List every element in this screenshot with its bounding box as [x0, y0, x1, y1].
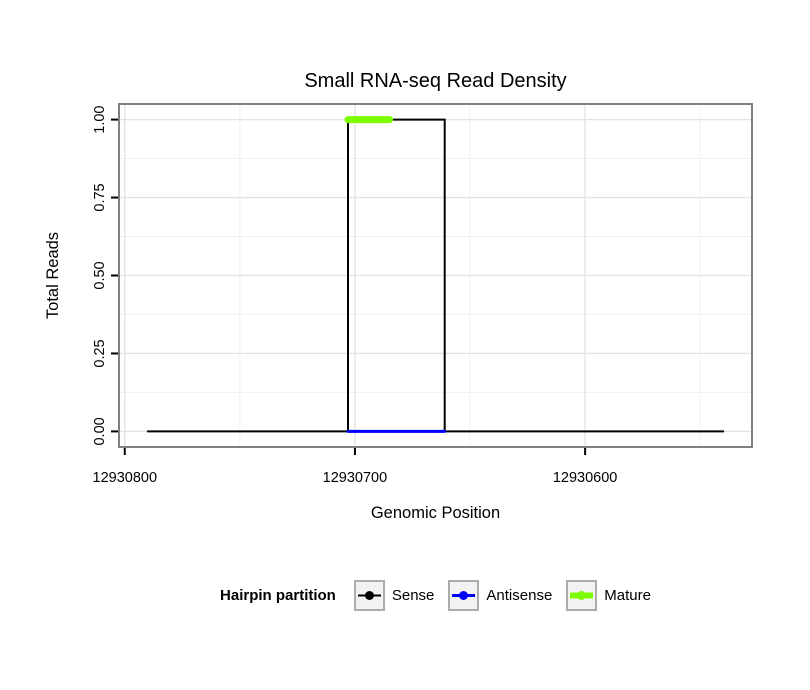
legend-title: Hairpin partition	[220, 587, 336, 604]
x-axis-title: Genomic Position	[371, 504, 500, 522]
legend-key-antisense-icon	[448, 580, 480, 611]
legend-key-sense-icon	[353, 580, 385, 611]
y-tick-label: 0.00	[92, 417, 108, 445]
y-axis-title: Total Reads	[44, 232, 62, 319]
x-tick-label: 12930800	[93, 470, 158, 486]
chart-title: Small RNA-seq Read Density	[304, 70, 567, 92]
legend-item-sense: Sense	[353, 580, 435, 611]
x-tick-label: 12930600	[553, 470, 618, 486]
legend-item-mature: Mature	[566, 580, 651, 611]
legend-label-sense: Sense	[391, 587, 435, 604]
y-tick-label: 0.25	[92, 339, 108, 367]
legend: Hairpin partition Sense Antisense	[119, 580, 752, 611]
y-tick-label: 1.00	[92, 105, 108, 133]
legend-label-mature: Mature	[604, 587, 651, 604]
series-line-sense	[146, 118, 725, 433]
legend-label-antisense: Antisense	[486, 587, 553, 604]
legend-item-antisense: Antisense	[448, 580, 552, 611]
y-tick-label: 0.75	[92, 183, 108, 211]
x-tick-label: 12930700	[323, 470, 388, 486]
axis-ticks	[111, 118, 587, 455]
y-tick-label: 0.50	[92, 261, 108, 289]
panel-border	[118, 103, 753, 448]
legend-key-mature-icon	[566, 580, 598, 611]
